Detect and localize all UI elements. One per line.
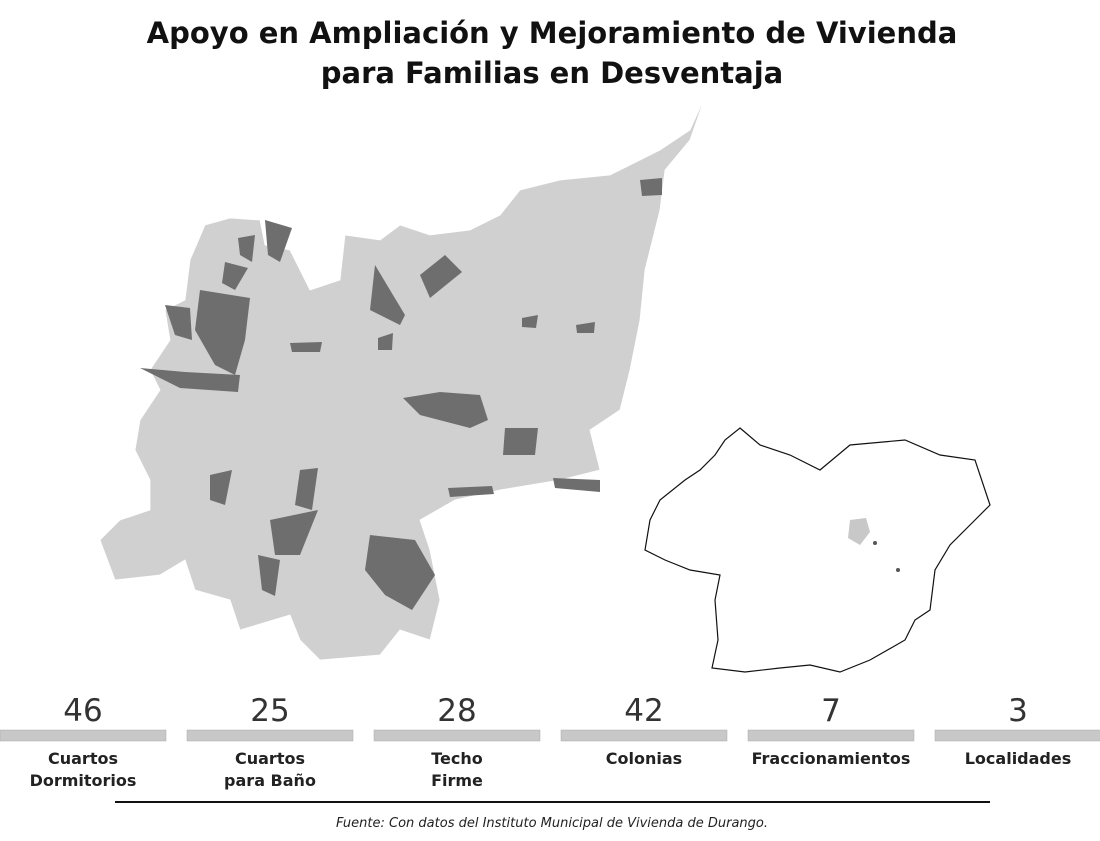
stat-label: Fraccionamientos	[752, 749, 911, 768]
stat-bar	[186, 729, 354, 742]
stat-bar	[373, 729, 541, 742]
stat-label: Dormitorios	[30, 771, 137, 790]
stat-value: 7	[821, 693, 841, 729]
stat-label: Colonias	[606, 749, 682, 768]
title-line: para Familias en Desventaja	[321, 56, 784, 90]
stat-value: 25	[250, 693, 289, 729]
stat-value: 46	[63, 693, 102, 729]
stat-value: 3	[1008, 693, 1028, 729]
stat-bar	[934, 729, 1100, 742]
stat-label: Techo	[431, 749, 483, 768]
title-line: Apoyo en Ampliación y Mejoramiento de Vi…	[147, 16, 958, 50]
stat-bar	[560, 729, 728, 742]
stat-bar	[0, 729, 167, 742]
municipality-map	[644, 427, 991, 673]
stat-label: Cuartos	[235, 749, 305, 768]
stat-label: Firme	[431, 771, 483, 790]
stat-label: Cuartos	[48, 749, 118, 768]
stat-value: 28	[437, 693, 476, 729]
stat-label: Localidades	[965, 749, 1072, 768]
stat-bar	[747, 729, 915, 742]
stat-label: para Baño	[224, 771, 316, 790]
stats-row: 46 Cuartos Dormitorios 25 Cuartos para Baño 28…	[0, 693, 1100, 790]
source-note: Fuente: Con datos del Instituto Municipa…	[336, 816, 768, 831]
city-map	[99, 96, 706, 661]
stat-value: 42	[624, 693, 663, 729]
